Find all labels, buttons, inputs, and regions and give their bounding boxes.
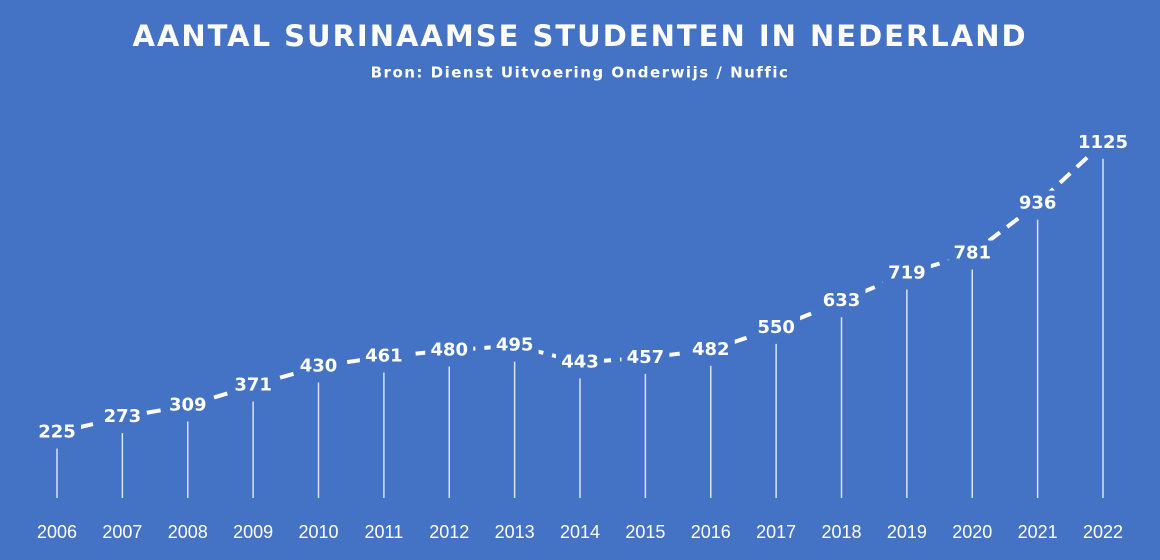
label-bg [425,337,474,364]
label-bg [752,314,801,341]
label-bg [229,372,278,399]
value-label: 719 [888,262,926,283]
value-label: 461 [365,346,403,367]
x-tick-label: 2016 [691,522,731,542]
x-tick-label: 2006 [37,522,77,542]
x-tick-label: 2008 [168,522,208,542]
value-label: 781 [953,243,991,264]
label-bg [98,404,147,431]
value-label: 936 [1019,193,1057,214]
value-label: 633 [823,290,861,311]
label-bg [556,349,604,376]
x-tick-label: 2021 [1018,522,1058,542]
x-tick-label: 2009 [233,522,273,542]
value-label: 495 [496,335,534,356]
label-bg [621,344,670,371]
x-tick-label: 2014 [560,522,600,542]
value-label: 371 [234,375,272,396]
label-bg [948,240,997,267]
label-bg [163,392,212,419]
label-bg [294,353,343,380]
label-bg [490,332,539,359]
value-label: 273 [104,406,142,427]
x-tick-label: 2012 [429,522,469,542]
label-bg [359,343,408,370]
label-bg [882,260,931,287]
value-label: 430 [300,356,338,377]
value-label: 482 [692,339,730,360]
x-tick-label: 2017 [756,522,796,542]
x-tick-label: 2020 [952,522,992,542]
value-label: 309 [169,395,207,416]
chart-title: AANTAL SURINAAMSE STUDENTEN IN NEDERLAND [132,19,1027,53]
label-bg [1013,190,1062,217]
x-tick-label: 2013 [495,522,535,542]
label-bg [686,336,735,363]
x-tick-label: 2019 [887,522,927,542]
label-bg [1079,129,1127,156]
label-bg [33,419,81,446]
value-label: 443 [561,351,599,372]
value-label: 480 [430,339,468,360]
x-tick-label: 2011 [365,522,404,542]
label-bg [817,288,866,315]
x-tick-label: 2015 [625,522,665,542]
value-label: 1125 [1078,132,1128,153]
value-label: 550 [757,317,795,338]
value-label: 225 [38,422,76,443]
x-tick-label: 2007 [102,522,142,542]
chart-subtitle: Bron: Dienst Uitvoering Onderwijs / Nuff… [371,64,790,82]
value-label: 457 [627,347,665,368]
x-tick-label: 2010 [298,522,338,542]
x-tick-label: 2022 [1083,522,1123,542]
x-tick-label: 2018 [821,522,861,542]
